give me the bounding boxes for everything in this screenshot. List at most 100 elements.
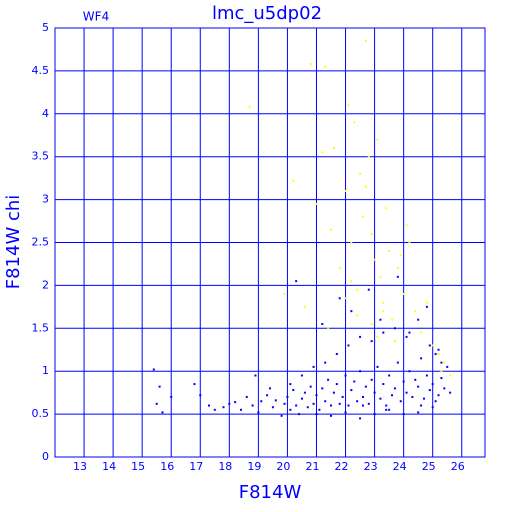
point [335, 383, 338, 386]
point [440, 377, 443, 380]
point [361, 215, 364, 218]
point [370, 323, 373, 326]
point [312, 365, 315, 368]
point [399, 254, 402, 257]
point [373, 391, 376, 394]
point [431, 383, 434, 386]
point [422, 397, 425, 400]
point [353, 121, 356, 124]
point [434, 400, 437, 403]
point [338, 402, 341, 405]
point [289, 383, 292, 386]
point [388, 408, 391, 411]
point [330, 414, 333, 417]
x-tick-label: 21 [305, 460, 319, 473]
point [393, 387, 396, 390]
x-axis-label: F814W [239, 482, 302, 503]
point [158, 385, 161, 388]
point [350, 389, 353, 392]
point [344, 374, 347, 377]
point [440, 370, 443, 373]
point [324, 65, 327, 68]
point [347, 404, 350, 407]
x-tick-label: 20 [276, 460, 290, 473]
point [330, 228, 333, 231]
point [283, 292, 286, 295]
y-tick-label: 0.5 [32, 407, 50, 420]
point [417, 411, 420, 414]
point [408, 241, 411, 244]
y-tick-label: 2.5 [32, 236, 50, 249]
point [213, 408, 216, 411]
x-tick-label: 22 [335, 460, 349, 473]
point [364, 385, 367, 388]
x-tick-label: 13 [73, 460, 87, 473]
point [266, 394, 269, 397]
point [402, 413, 405, 416]
point [312, 402, 315, 405]
point [376, 138, 379, 141]
point [370, 340, 373, 343]
point [428, 344, 431, 347]
point [350, 280, 353, 283]
point [391, 318, 394, 321]
x-tick-label: 16 [160, 460, 174, 473]
y-tick-label: 1.5 [32, 321, 50, 334]
point [306, 406, 309, 409]
point [300, 374, 303, 377]
point [332, 147, 335, 150]
point [321, 151, 324, 154]
point [443, 387, 446, 390]
point [248, 105, 251, 108]
x-tick-label: 17 [189, 460, 203, 473]
point [274, 399, 277, 402]
point [367, 402, 370, 405]
point [408, 370, 411, 373]
point [356, 288, 359, 291]
point [388, 374, 391, 377]
point [425, 301, 428, 304]
point [425, 374, 428, 377]
point [222, 406, 225, 409]
point [280, 414, 283, 417]
point [324, 361, 327, 364]
point [408, 331, 411, 334]
point [161, 411, 164, 414]
point [303, 391, 306, 394]
point [382, 301, 385, 304]
point [431, 406, 434, 409]
point [327, 327, 330, 330]
point [449, 391, 452, 394]
point [396, 361, 399, 364]
chart-title: lmc_u5dp02 [212, 3, 322, 24]
point [295, 404, 298, 407]
point [341, 395, 344, 398]
point [170, 395, 173, 398]
point [399, 400, 402, 403]
point [344, 190, 347, 193]
point [443, 361, 446, 364]
point [234, 401, 237, 404]
y-tick-label: 4 [42, 107, 49, 120]
point [347, 344, 350, 347]
point [391, 394, 394, 397]
y-tick-label: 1 [42, 364, 49, 377]
y-tick-label: 5 [42, 21, 49, 34]
point [385, 404, 388, 407]
point [405, 391, 408, 394]
x-tick-label: 14 [102, 460, 116, 473]
point [332, 391, 335, 394]
point [315, 394, 318, 397]
point [228, 402, 231, 405]
point [367, 288, 370, 291]
point [385, 408, 388, 411]
point [434, 353, 437, 356]
point [361, 395, 364, 398]
point [440, 361, 443, 364]
point [199, 394, 202, 397]
point [417, 318, 420, 321]
point [376, 335, 379, 338]
point [373, 413, 376, 416]
point [382, 383, 385, 386]
